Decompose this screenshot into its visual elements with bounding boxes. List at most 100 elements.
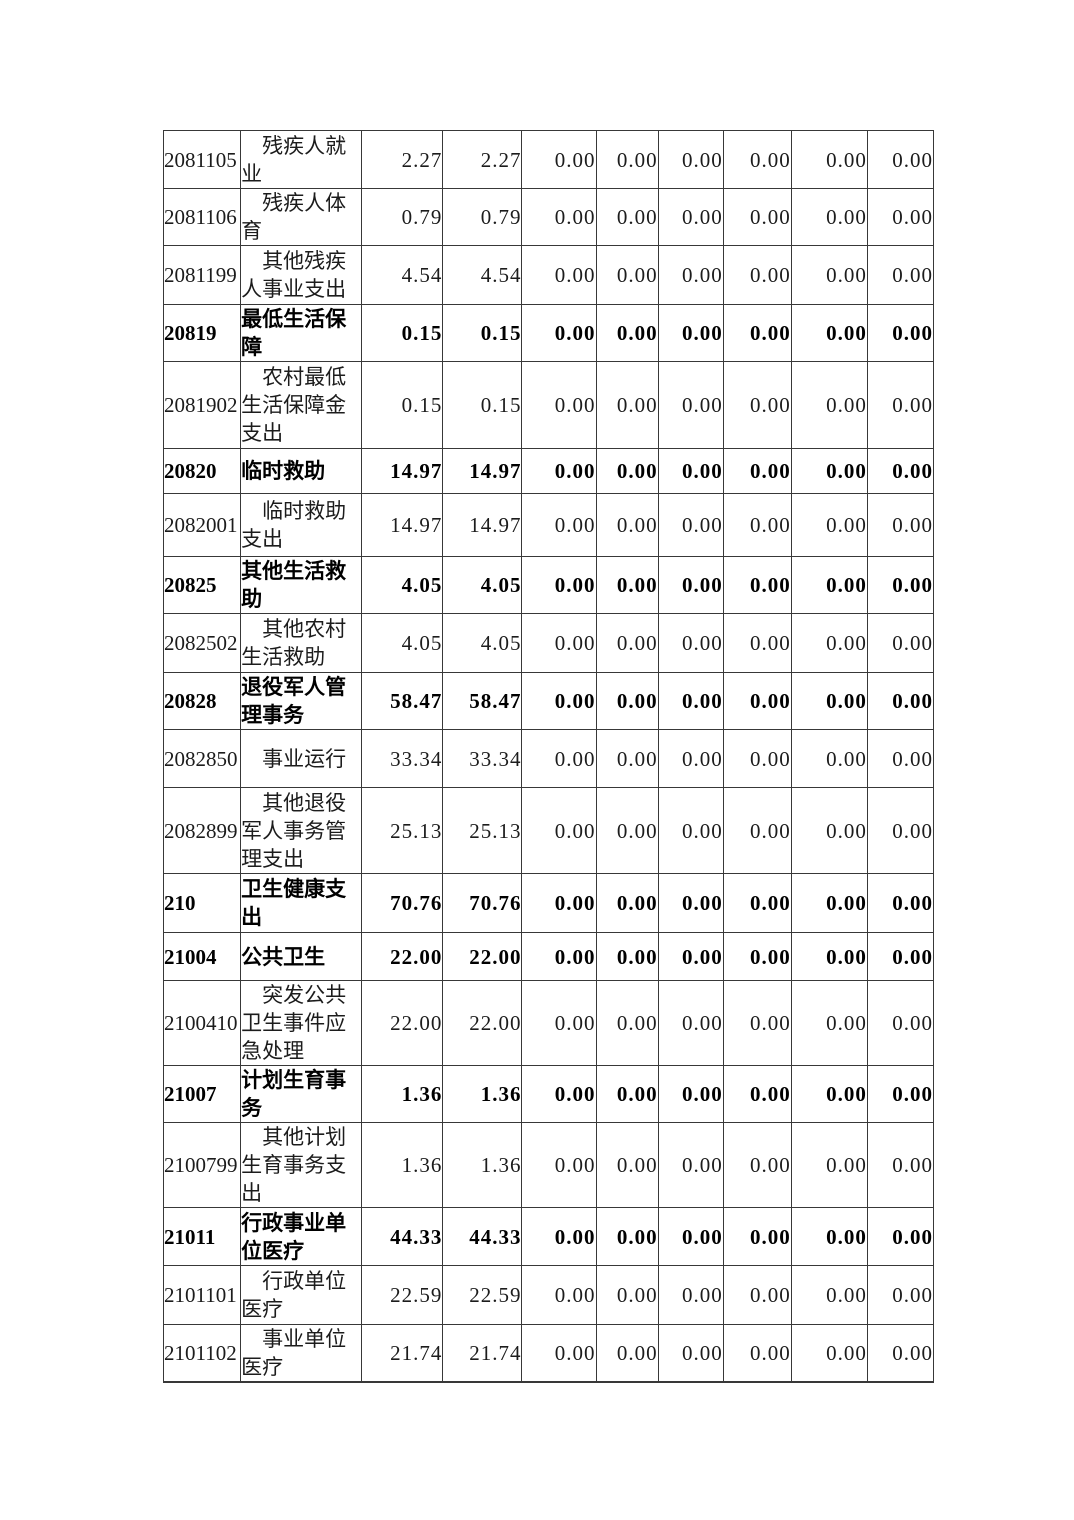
code-cell: 2082850 <box>162 729 242 788</box>
value-cell: 0.00 <box>657 873 724 933</box>
value-cell: 0.00 <box>866 1122 935 1208</box>
value-cell: 0.00 <box>790 448 868 494</box>
value-cell: 0.00 <box>657 980 724 1066</box>
value-cell: 58.47 <box>361 672 444 730</box>
value-cell: 4.05 <box>361 556 444 614</box>
value-cell: 0.00 <box>866 672 935 730</box>
value-cell: 0.00 <box>722 729 792 788</box>
value-cell: 0.00 <box>790 1065 868 1123</box>
category-name-cell: 其他退役军人事务管理支出 <box>240 787 363 874</box>
table-row: 20825 其他生活救助 4.05 4.05 0.00 0.00 0.00 0.00 0.00 0… <box>162 556 935 614</box>
value-cell: 0.00 <box>790 873 868 933</box>
value-cell: 1.36 <box>361 1122 444 1208</box>
value-cell: 0.00 <box>595 1065 659 1123</box>
value-cell: 0.00 <box>595 1122 659 1208</box>
value-cell: 0.00 <box>595 613 659 673</box>
value-cell: 0.00 <box>790 1265 868 1325</box>
value-cell: 21.74 <box>361 1324 444 1383</box>
budget-table: 2081105 残疾人就业 2.27 2.27 0.00 0.00 0.00 0.00 0.00… <box>162 130 935 1383</box>
value-cell: 25.13 <box>361 787 444 874</box>
value-cell: 0.00 <box>722 304 792 362</box>
category-name-cell: 计划生育事务 <box>240 1065 363 1123</box>
value-cell: 0.00 <box>866 932 935 981</box>
category-name-cell: 其他农村生活救助 <box>240 613 363 673</box>
value-cell: 0.00 <box>521 493 597 557</box>
code-cell: 21011 <box>162 1207 242 1266</box>
value-cell: 0.00 <box>722 130 792 189</box>
value-cell: 0.00 <box>521 980 597 1066</box>
value-cell: 14.97 <box>442 448 523 494</box>
value-cell: 0.00 <box>722 493 792 557</box>
category-name-cell: 其他残疾人事业支出 <box>240 245 363 305</box>
table-row: 2100799 其他计划生育事务支出 1.36 1.36 0.00 0.00 0.00 0.0… <box>162 1122 935 1208</box>
table-row: 2081902 农村最低生活保障金支出 0.15 0.15 0.00 0.00 0.00 0.… <box>162 361 935 449</box>
value-cell: 0.00 <box>595 361 659 449</box>
value-cell: 0.00 <box>866 304 935 362</box>
value-cell: 0.00 <box>722 556 792 614</box>
value-cell: 0.00 <box>521 1324 597 1383</box>
value-cell: 0.15 <box>361 361 444 449</box>
value-cell: 0.00 <box>866 1265 935 1325</box>
value-cell: 44.33 <box>442 1207 523 1266</box>
value-cell: 0.00 <box>657 932 724 981</box>
table-row: 2081105 残疾人就业 2.27 2.27 0.00 0.00 0.00 0.00 0.00… <box>162 130 935 189</box>
value-cell: 0.00 <box>595 130 659 189</box>
value-cell: 4.54 <box>361 245 444 305</box>
value-cell: 70.76 <box>442 873 523 933</box>
value-cell: 0.00 <box>722 613 792 673</box>
value-cell: 0.00 <box>595 672 659 730</box>
value-cell: 0.00 <box>521 361 597 449</box>
code-cell: 2082899 <box>162 787 242 874</box>
value-cell: 1.36 <box>442 1065 523 1123</box>
table-row: 2082001 临时救助支出 14.97 14.97 0.00 0.00 0.00 0.00 0… <box>162 493 935 557</box>
category-name-cell: 农村最低生活保障金支出 <box>240 361 363 449</box>
table-row: 2081106 残疾人体育 0.79 0.79 0.00 0.00 0.00 0.00 0.00… <box>162 188 935 246</box>
table-row: 2101101 行政单位医疗 22.59 22.59 0.00 0.00 0.00 0.00 0… <box>162 1265 935 1325</box>
category-name-cell: 残疾人体育 <box>240 188 363 246</box>
value-cell: 14.97 <box>361 493 444 557</box>
table-row: 20828 退役军人管理事务 58.47 58.47 0.00 0.00 0.00 0.00 0… <box>162 672 935 730</box>
value-cell: 0.00 <box>790 672 868 730</box>
table-row: 2082899 其他退役军人事务管理支出 25.13 25.13 0.00 0.00 0.0… <box>162 787 935 874</box>
value-cell: 0.00 <box>521 448 597 494</box>
value-cell: 22.59 <box>442 1265 523 1325</box>
value-cell: 0.00 <box>790 130 868 189</box>
value-cell: 0.00 <box>521 188 597 246</box>
value-cell: 22.00 <box>442 980 523 1066</box>
value-cell: 0.00 <box>866 1065 935 1123</box>
value-cell: 0.00 <box>722 1207 792 1266</box>
category-name-cell: 其他计划生育事务支出 <box>240 1122 363 1208</box>
value-cell: 0.00 <box>595 1207 659 1266</box>
value-cell: 0.00 <box>866 873 935 933</box>
budget-table-body: 2081105 残疾人就业 2.27 2.27 0.00 0.00 0.00 0.00 0.00… <box>162 130 935 1383</box>
value-cell: 0.00 <box>657 304 724 362</box>
value-cell: 21.74 <box>442 1324 523 1383</box>
value-cell: 0.00 <box>595 729 659 788</box>
value-cell: 0.00 <box>595 787 659 874</box>
code-cell: 210 <box>162 873 242 933</box>
value-cell: 0.00 <box>722 873 792 933</box>
category-name-cell: 临时救助支出 <box>240 493 363 557</box>
code-cell: 2100799 <box>162 1122 242 1208</box>
value-cell: 0.00 <box>657 245 724 305</box>
code-cell: 20825 <box>162 556 242 614</box>
value-cell: 0.00 <box>657 556 724 614</box>
value-cell: 0.00 <box>521 873 597 933</box>
value-cell: 33.34 <box>442 729 523 788</box>
category-name-cell: 事业运行 <box>240 729 363 788</box>
code-cell: 2081105 <box>162 130 242 189</box>
value-cell: 0.00 <box>722 188 792 246</box>
value-cell: 0.00 <box>790 729 868 788</box>
code-cell: 20828 <box>162 672 242 730</box>
value-cell: 0.00 <box>722 448 792 494</box>
value-cell: 0.00 <box>595 980 659 1066</box>
value-cell: 0.00 <box>657 361 724 449</box>
value-cell: 0.00 <box>521 1065 597 1123</box>
value-cell: 0.00 <box>521 613 597 673</box>
value-cell: 0.00 <box>657 1122 724 1208</box>
value-cell: 0.00 <box>595 1324 659 1383</box>
value-cell: 0.00 <box>657 787 724 874</box>
value-cell: 25.13 <box>442 787 523 874</box>
value-cell: 0.00 <box>595 1265 659 1325</box>
